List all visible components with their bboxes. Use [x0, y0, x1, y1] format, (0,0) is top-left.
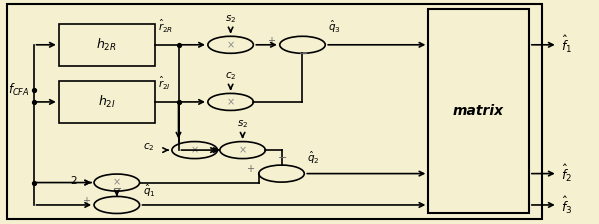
Text: $\hat{r}_{2I}$: $\hat{r}_{2I}$ — [158, 75, 171, 92]
Text: $c_2$: $c_2$ — [225, 70, 237, 82]
Text: $s_2$: $s_2$ — [225, 13, 236, 25]
Text: $f_{CFA}$: $f_{CFA}$ — [8, 82, 29, 98]
Text: −: − — [278, 153, 288, 163]
Text: $\hat{f}_2$: $\hat{f}_2$ — [561, 163, 573, 184]
Text: $\times$: $\times$ — [113, 177, 121, 188]
Text: $\hat{f}_3$: $\hat{f}_3$ — [561, 194, 573, 215]
Text: +: + — [81, 196, 90, 206]
Text: −: − — [113, 184, 123, 194]
Text: $\times$: $\times$ — [238, 145, 247, 155]
Text: $h_{2R}$: $h_{2R}$ — [96, 37, 117, 53]
Bar — [7, 4, 542, 219]
Text: +: + — [246, 164, 255, 174]
Text: $\times$: $\times$ — [190, 145, 199, 155]
Text: $s_2$: $s_2$ — [237, 118, 248, 130]
Text: $\hat{q}_1$: $\hat{q}_1$ — [143, 183, 155, 199]
Bar — [59, 24, 155, 66]
Text: matrix: matrix — [453, 104, 504, 118]
Text: $h_{2I}$: $h_{2I}$ — [98, 94, 116, 110]
Text: −: − — [299, 49, 308, 59]
Text: $\times$: $\times$ — [226, 40, 235, 50]
Text: $c_2$: $c_2$ — [143, 142, 155, 153]
Text: $\hat{q}_3$: $\hat{q}_3$ — [328, 19, 341, 35]
Text: $2$: $2$ — [70, 174, 78, 186]
Bar — [428, 9, 529, 213]
Text: +: + — [267, 36, 276, 46]
Text: $\times$: $\times$ — [226, 97, 235, 107]
Text: $\hat{r}_{2R}$: $\hat{r}_{2R}$ — [158, 18, 173, 35]
Bar — [59, 81, 155, 123]
Text: $\hat{f}_1$: $\hat{f}_1$ — [561, 34, 573, 55]
Text: $\hat{q}_2$: $\hat{q}_2$ — [307, 150, 320, 166]
